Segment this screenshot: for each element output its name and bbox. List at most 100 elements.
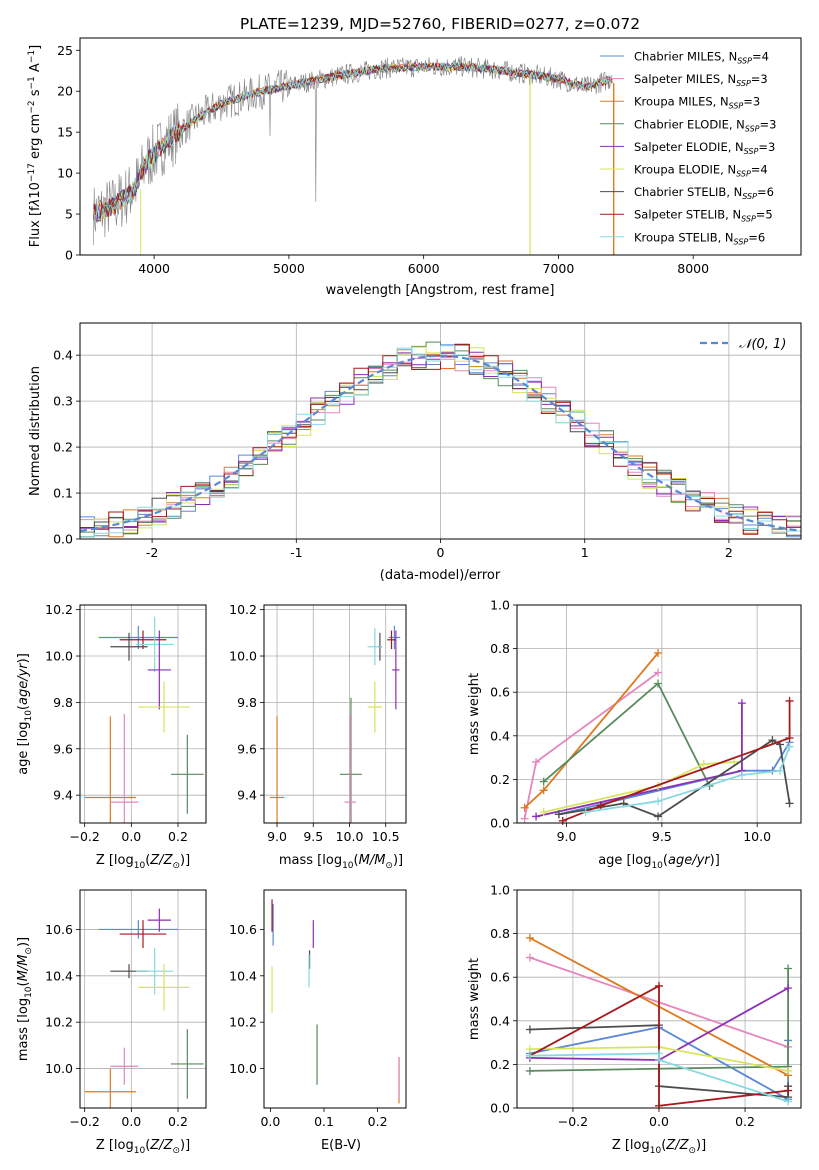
x-tick-label: 0 (437, 545, 445, 560)
plot-frame (79, 604, 207, 824)
x-tick-label: 9.0 (557, 829, 577, 844)
weight-point (581, 808, 590, 817)
y-tick-label: 25 (57, 43, 73, 58)
error-bar (171, 734, 204, 814)
legend-label: Salpeter ELODIE, NSSP=3 (634, 140, 775, 156)
axes-weight-vs-age: 9.0 9.5 10.0 0.0 0.2 0.4 0.6 0.8 1.0 (490, 598, 801, 844)
observed-spectrum (93, 56, 613, 246)
weight-point (654, 812, 663, 821)
x-tick-label: 0.0 (260, 1114, 280, 1129)
y-tick-label: 10.0 (229, 649, 257, 664)
legend-label: 𝒩(0, 1) (739, 337, 786, 352)
x-tick-label: 7000 (543, 261, 575, 276)
error-bar (147, 908, 171, 932)
error-bar (367, 628, 383, 666)
x-tick-label: −0.2 (558, 1114, 588, 1129)
x-tick-label: 0.2 (168, 829, 188, 844)
x-tick-label: 0.0 (649, 1114, 669, 1129)
legend-label: Kroupa MILES, NSSP=3 (634, 95, 760, 111)
x-tick-label: -2 (146, 545, 158, 560)
error-bar (344, 714, 357, 823)
plot-frame (516, 889, 802, 1109)
weight-point (532, 757, 541, 766)
y-axis-label: mass weight (467, 958, 482, 1040)
error-bar (171, 1029, 204, 1099)
axes-age-vs-mass: 9.0 9.5 10.0 10.5 9.4 9.6 9.8 10.0 10.2 (229, 602, 406, 844)
legend-label: Chabrier MILES, NSSP=4 (634, 50, 769, 66)
weight-point (525, 1066, 534, 1075)
error-bar (340, 697, 362, 823)
weight-point (539, 808, 548, 817)
x-tick-label: 9.5 (652, 829, 672, 844)
weight-point (558, 816, 567, 825)
y-tick-label: 0.0 (490, 1101, 510, 1116)
x-axis-label: age [log10(age/yr)] (598, 853, 720, 871)
weight-line (529, 984, 789, 1107)
legend-label: Kroupa STELIB, NSSP=6 (634, 230, 765, 246)
y-tick-label: 10.0 (45, 649, 73, 664)
x-axis-label: (data-model)/error (380, 568, 501, 583)
weight-point (785, 733, 794, 742)
y-axis-label: mass [log10(M/M⊙)] (16, 937, 34, 1061)
y-axis-label: Normed distribution (28, 366, 43, 496)
legend-label: Salpeter STELIB, NSSP=5 (634, 208, 773, 224)
weight-point (654, 797, 663, 806)
weight-point (525, 1025, 534, 1034)
weight-point (776, 766, 785, 775)
error-bar (84, 716, 136, 823)
x-tick-label: 6000 (408, 261, 440, 276)
residual-histogram (80, 343, 801, 535)
residual-histogram (80, 341, 801, 533)
weight-point (784, 1097, 793, 1106)
figure-title: PLATE=1239, MJD=52760, FIBERID=0277, z=0… (240, 15, 640, 33)
weight-line (558, 739, 791, 818)
legend-label: Kroupa ELODIE, NSSP=4 (634, 163, 768, 179)
x-tick-label: 1 (581, 545, 589, 560)
plot-frame (516, 604, 802, 824)
y-tick-label: 10.4 (45, 968, 73, 983)
x-tick-label: 0.2 (368, 1114, 388, 1129)
weight-point (699, 760, 708, 769)
weight-point (784, 964, 793, 973)
weight-point (539, 786, 548, 795)
y-tick-label: 9.8 (53, 695, 73, 710)
weight-point (785, 696, 794, 705)
axes-age-vs-Z: −0.2 0.0 0.2 9.4 9.6 9.8 10.0 10.2 (45, 602, 206, 844)
y-tick-label: 0.6 (490, 970, 510, 985)
plot-frame (263, 889, 407, 1109)
weight-point (539, 777, 548, 786)
residual-histogram (80, 345, 801, 538)
y-tick-label: 0.6 (490, 685, 510, 700)
axes-mass-vs-ebv: 0.0 0.1 0.2 10.0 10.2 10.4 10.6 (229, 922, 387, 1129)
weight-point (784, 984, 793, 993)
error-bar (138, 681, 190, 733)
y-tick-label: 15 (57, 125, 73, 140)
weight-point (655, 981, 663, 990)
weight-point (784, 1066, 793, 1075)
weight-point (785, 799, 794, 808)
x-tick-label: 8000 (677, 261, 709, 276)
error-bar (387, 630, 396, 650)
x-tick-label: −0.2 (69, 1114, 99, 1129)
weight-point (784, 1086, 793, 1095)
error-bar (388, 625, 401, 650)
y-tick-label: 10 (57, 166, 73, 181)
y-tick-label: 9.6 (53, 741, 73, 756)
weight-line (543, 682, 711, 787)
y-tick-label: 1.0 (490, 883, 510, 898)
x-tick-label: 4000 (138, 261, 170, 276)
x-tick-label: 0.2 (168, 1114, 188, 1129)
y-axis-label: mass weight (467, 673, 482, 755)
y-tick-label: 0 (65, 248, 73, 263)
weight-point (520, 814, 529, 823)
y-tick-label: 9.4 (237, 788, 257, 803)
weight-point (655, 1101, 663, 1110)
legend-label: Chabrier STELIB, NSSP=6 (634, 185, 774, 201)
error-bar (367, 681, 383, 733)
y-tick-label: 9.8 (237, 695, 257, 710)
x-tick-label: 0.0 (121, 1114, 141, 1129)
gaussian-curve (80, 354, 801, 532)
weight-point (525, 1051, 534, 1060)
y-tick-label: 10.0 (229, 1061, 257, 1076)
error-bar (110, 714, 139, 823)
